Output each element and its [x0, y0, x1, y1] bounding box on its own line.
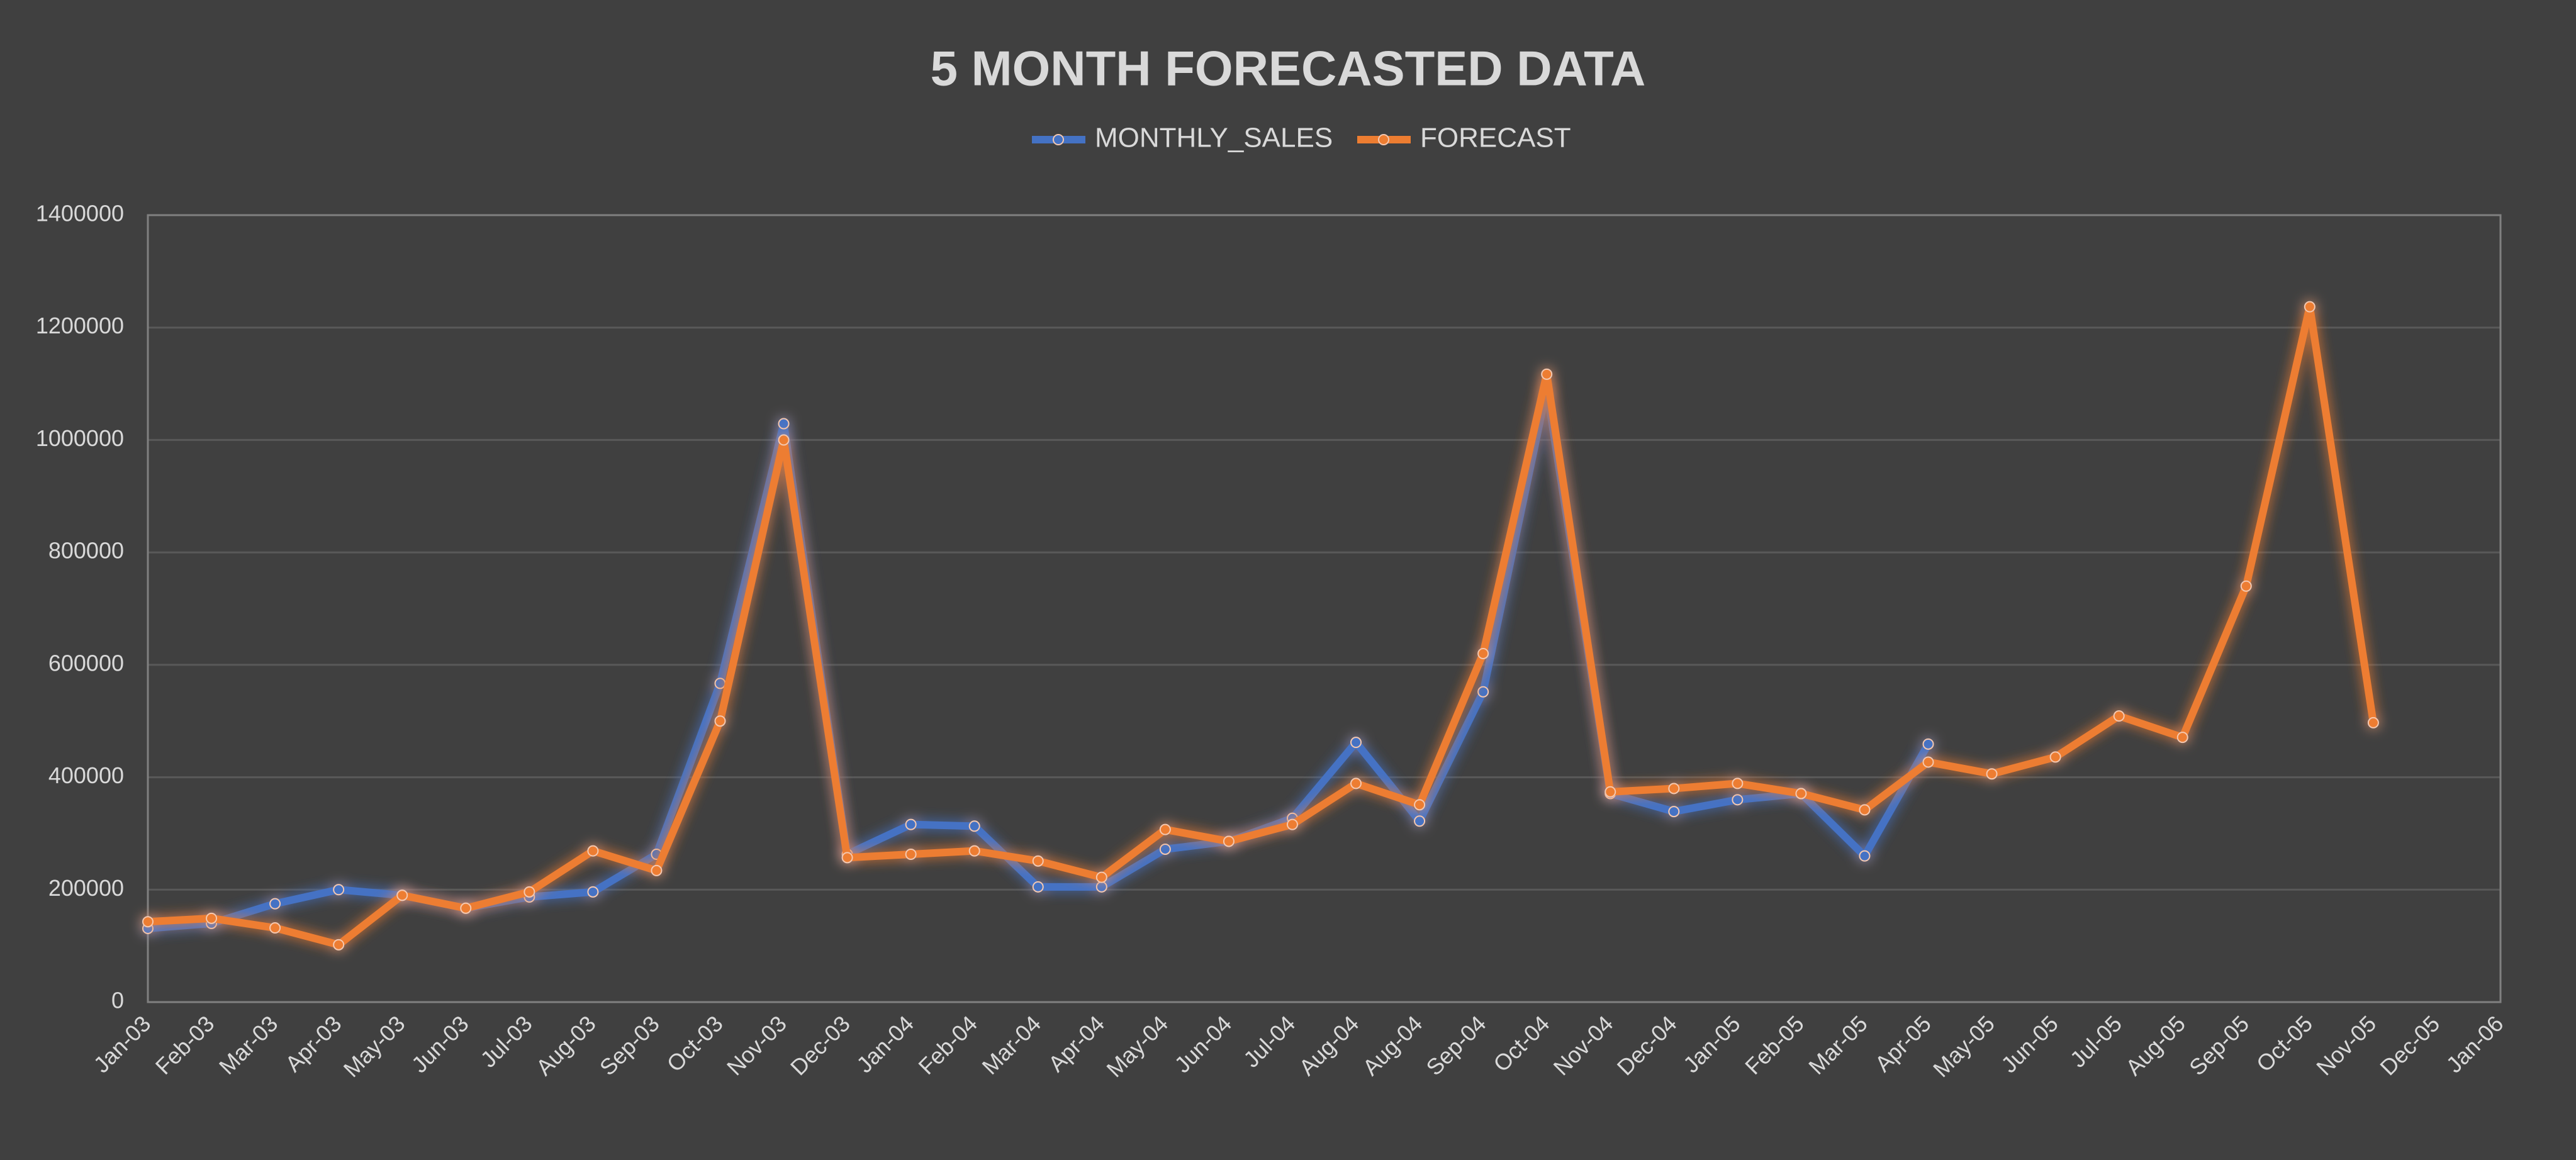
point: [968, 820, 980, 832]
point: [587, 886, 599, 898]
point: [1732, 778, 1744, 789]
point: [1859, 850, 1871, 862]
point: [1859, 804, 1871, 816]
point: [2367, 717, 2379, 728]
point: [2304, 301, 2316, 313]
point: [2049, 751, 2061, 763]
point: [905, 848, 917, 860]
point: [1477, 686, 1489, 698]
y-tick-label: 400000: [48, 762, 124, 788]
point: [524, 886, 535, 898]
y-tick-label: 1200000: [36, 313, 124, 338]
legend-marker: [1378, 134, 1389, 145]
point: [1032, 881, 1044, 893]
chart-title: 5 MONTH FORECASTED DATA: [931, 41, 1646, 96]
point: [1159, 823, 1171, 835]
point: [396, 890, 408, 901]
series: [142, 301, 2379, 951]
point: [1414, 799, 1426, 811]
legend-label: FORECAST: [1420, 123, 1571, 153]
point: [905, 818, 917, 830]
point: [778, 434, 790, 446]
point: [142, 916, 154, 928]
point: [1604, 786, 1616, 798]
point: [1286, 818, 1298, 830]
y-tick-label: 600000: [48, 650, 124, 676]
point: [651, 864, 663, 876]
point: [460, 902, 472, 914]
point: [1541, 368, 1553, 380]
plot-border: [147, 214, 2502, 1003]
y-tick-label: 1400000: [36, 201, 124, 226]
point: [269, 898, 281, 910]
point: [1159, 843, 1171, 855]
legend-marker: [1053, 134, 1064, 145]
point: [1795, 788, 1807, 800]
point: [1922, 756, 1934, 768]
y-tick-label: 0: [111, 988, 124, 1013]
point: [841, 852, 853, 864]
point: [968, 845, 980, 857]
point: [1350, 737, 1362, 749]
point: [714, 715, 726, 727]
point: [1668, 806, 1680, 818]
point: [1732, 794, 1744, 806]
point: [1095, 881, 1107, 893]
point: [778, 418, 790, 430]
point: [1414, 815, 1426, 827]
y-tick-label: 1000000: [36, 425, 124, 451]
legend-label: MONTHLY_SALES: [1095, 123, 1333, 153]
series-line: [147, 303, 2377, 949]
point: [2176, 732, 2188, 744]
point: [1223, 835, 1235, 847]
point: [333, 884, 345, 896]
point: [1032, 855, 1044, 867]
point: [206, 912, 218, 924]
point: [714, 678, 726, 689]
point: [1350, 778, 1362, 789]
point: [1095, 871, 1107, 883]
point: [2240, 580, 2252, 592]
point: [2113, 710, 2125, 722]
point: [1668, 783, 1680, 795]
point: [587, 845, 599, 857]
point: [1922, 738, 1934, 750]
point: [269, 922, 281, 934]
point: [1986, 768, 1998, 780]
point: [333, 939, 345, 951]
point: [1477, 647, 1489, 659]
y-tick-label: 800000: [48, 538, 124, 564]
y-tick-label: 200000: [48, 875, 124, 901]
